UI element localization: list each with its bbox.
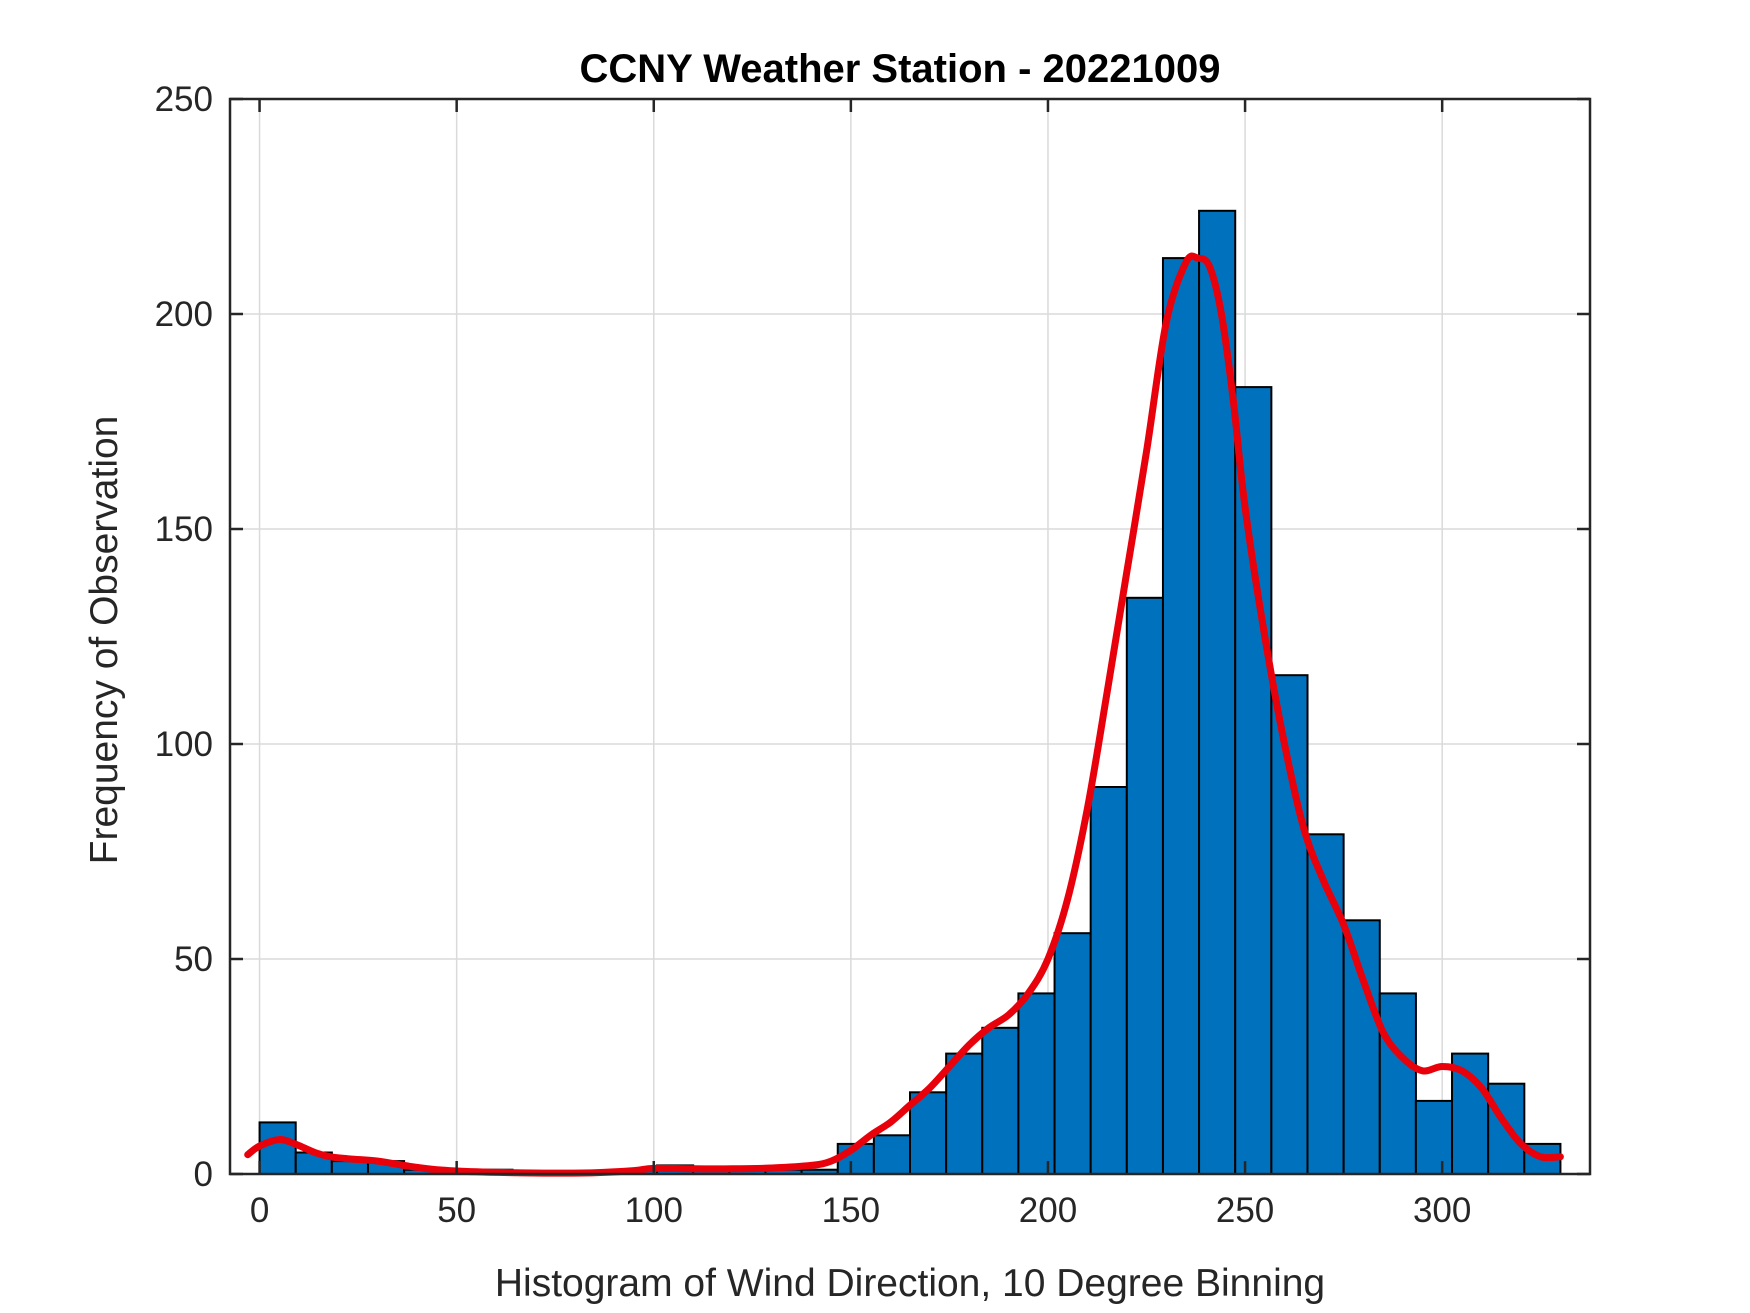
y-tick-label: 100 [155, 725, 213, 764]
ticks: 0 50 100 150 200 250 300 0 50 100 150 200 250 [155, 80, 1590, 1230]
chart-title: CCNY Weather Station - 20221009 [580, 47, 1221, 91]
x-tick-label: 50 [437, 1191, 476, 1230]
histogram-bar [1161, 257, 1201, 1176]
x-tick-label: 300 [1413, 1191, 1471, 1230]
histogram-bar [258, 1121, 297, 1176]
axes-frame [228, 97, 1592, 1176]
y-tick-label: 50 [174, 940, 213, 979]
histogram-bar [981, 1026, 1020, 1176]
fit-curve-group [244, 252, 1564, 1177]
y-tick-label: 0 [194, 1155, 213, 1194]
x-axis-label: Histogram of Wind Direction, 10 Degree B… [495, 1262, 1325, 1305]
histogram-bar [945, 1052, 984, 1175]
fit-curve [244, 252, 1564, 1177]
x-tick-label: 250 [1216, 1191, 1274, 1230]
y-tick-label: 150 [155, 510, 213, 549]
x-tick-label: 150 [822, 1191, 880, 1230]
histogram-bar [1270, 674, 1309, 1175]
histogram-bar [1125, 596, 1164, 1175]
y-tick-label: 200 [155, 295, 213, 334]
x-tick-label: 200 [1019, 1191, 1077, 1230]
histogram-bar [1378, 992, 1417, 1176]
y-tick-label: 250 [155, 80, 213, 119]
histogram-bar [1053, 932, 1092, 1176]
histogram-bar [1342, 919, 1381, 1175]
histogram-bar [1017, 992, 1056, 1176]
x-tick-label: 100 [625, 1191, 683, 1230]
histogram-bar [1306, 833, 1345, 1175]
y-axis-label: Frequency of Observation [83, 416, 126, 865]
histogram-bar [1414, 1099, 1454, 1176]
x-tick-label: 0 [250, 1191, 269, 1230]
histogram-bar [1234, 386, 1273, 1176]
histogram-bar [872, 1134, 912, 1176]
histogram-bar [1089, 786, 1128, 1175]
